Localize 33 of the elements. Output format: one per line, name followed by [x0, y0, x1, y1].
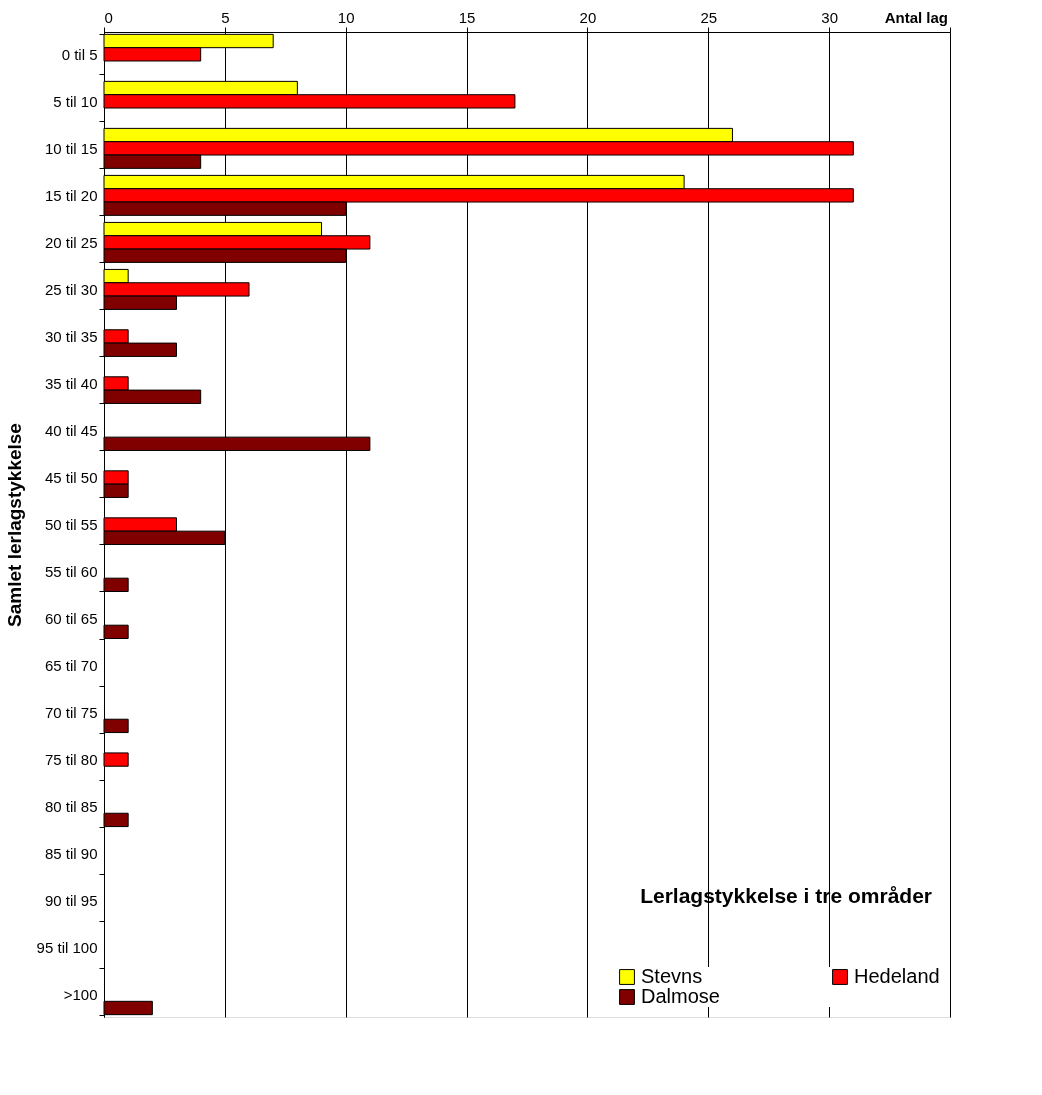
y-tick-label: 30 til 35 [44, 327, 98, 345]
y-tick-label: 75 til 80 [44, 751, 98, 769]
x-tick-label: 15 [458, 8, 476, 26]
y-tick-label: 60 til 65 [44, 610, 98, 628]
x-tick-label: 30 [821, 8, 838, 26]
y-tick-label: 65 til 70 [44, 657, 98, 675]
y-tick-label: 35 til 40 [44, 374, 98, 392]
y-tick-label: 10 til 15 [44, 139, 98, 157]
y-tick-label: 50 til 55 [44, 516, 98, 533]
x-tick-label: 5 [221, 8, 230, 26]
x-tick-label: 10 [337, 8, 355, 26]
y-tick-label: 95 til 100 [36, 939, 98, 957]
legend-label: Hedeland [854, 965, 940, 987]
y-axis-title: Samlet lerlagstykkelse [3, 423, 25, 627]
y-tick-label: 70 til 75 [44, 704, 98, 722]
y-tick-label: 80 til 85 [44, 798, 98, 816]
y-tick-label: 40 til 45 [44, 421, 98, 439]
y-tick-label: 0 til 5 [61, 45, 98, 63]
y-tick-label: 90 til 95 [44, 892, 98, 910]
legend-label: Stevns [641, 965, 703, 987]
x-axis-title: Antal lag [884, 9, 948, 26]
y-tick-label: 25 til 30 [44, 280, 98, 298]
x-tick-label: 0 [104, 8, 113, 26]
x-tick-label: 20 [579, 8, 597, 26]
y-tick-label: 85 til 90 [44, 845, 98, 863]
legend-label: Dalmose [641, 985, 720, 1007]
x-tick-label: 25 [700, 8, 718, 26]
y-tick-label: 45 til 50 [44, 468, 98, 486]
y-tick-label: >100 [63, 986, 98, 1004]
y-tick-label: 15 til 20 [44, 186, 98, 204]
y-tick-label: 5 til 10 [53, 92, 98, 110]
y-tick-label: 55 til 60 [44, 563, 98, 581]
y-tick-label: 20 til 25 [44, 233, 98, 251]
